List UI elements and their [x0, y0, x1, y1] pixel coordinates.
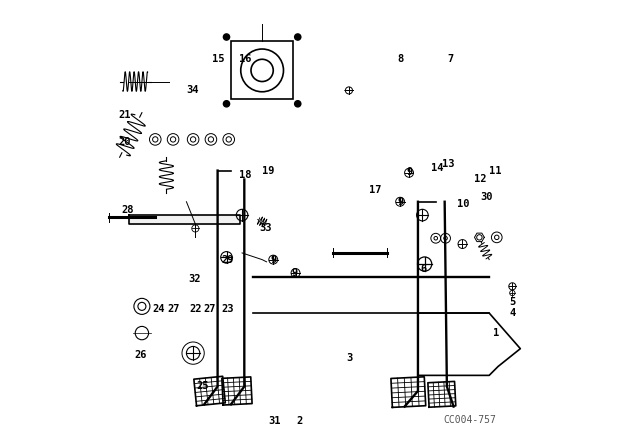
Text: 8: 8 — [397, 54, 404, 64]
Text: 22: 22 — [189, 305, 202, 314]
Text: 9: 9 — [406, 167, 413, 177]
Polygon shape — [129, 215, 240, 224]
Text: 27: 27 — [204, 305, 216, 314]
Text: 10: 10 — [457, 199, 470, 209]
Text: 26: 26 — [134, 350, 147, 360]
Text: 3: 3 — [347, 353, 353, 362]
Text: 12: 12 — [474, 174, 486, 185]
Text: 9: 9 — [271, 254, 277, 265]
Text: 21: 21 — [119, 110, 131, 120]
Text: 6: 6 — [420, 263, 427, 274]
Text: 13: 13 — [442, 159, 454, 169]
Text: 19: 19 — [262, 166, 274, 176]
Text: 31: 31 — [268, 416, 281, 426]
Text: 20: 20 — [119, 137, 131, 147]
Circle shape — [294, 101, 301, 107]
Bar — [231, 42, 293, 99]
Text: 9: 9 — [291, 268, 298, 278]
Text: 34: 34 — [186, 85, 198, 95]
Text: 15: 15 — [212, 54, 225, 64]
Text: 11: 11 — [489, 166, 501, 176]
Text: 7: 7 — [447, 54, 454, 64]
Text: 23: 23 — [221, 305, 234, 314]
Circle shape — [223, 34, 230, 40]
Text: 25: 25 — [196, 381, 209, 391]
Text: 17: 17 — [369, 185, 381, 195]
Circle shape — [223, 101, 230, 107]
Text: 5: 5 — [509, 297, 515, 307]
Text: 33: 33 — [259, 224, 272, 233]
Text: 4: 4 — [509, 308, 515, 318]
Text: 28: 28 — [121, 205, 134, 215]
Text: 18: 18 — [239, 170, 252, 180]
Text: 14: 14 — [431, 164, 444, 173]
Text: 24: 24 — [152, 305, 164, 314]
Text: 2: 2 — [297, 416, 303, 426]
Text: 30: 30 — [480, 192, 492, 202]
Text: 1: 1 — [493, 328, 499, 338]
Text: 16: 16 — [239, 54, 252, 64]
Text: CC004-757: CC004-757 — [443, 415, 496, 425]
Text: 9: 9 — [397, 197, 404, 207]
Text: 32: 32 — [188, 274, 201, 284]
Circle shape — [294, 34, 301, 40]
Text: 27: 27 — [167, 305, 180, 314]
Text: 29: 29 — [221, 254, 234, 265]
